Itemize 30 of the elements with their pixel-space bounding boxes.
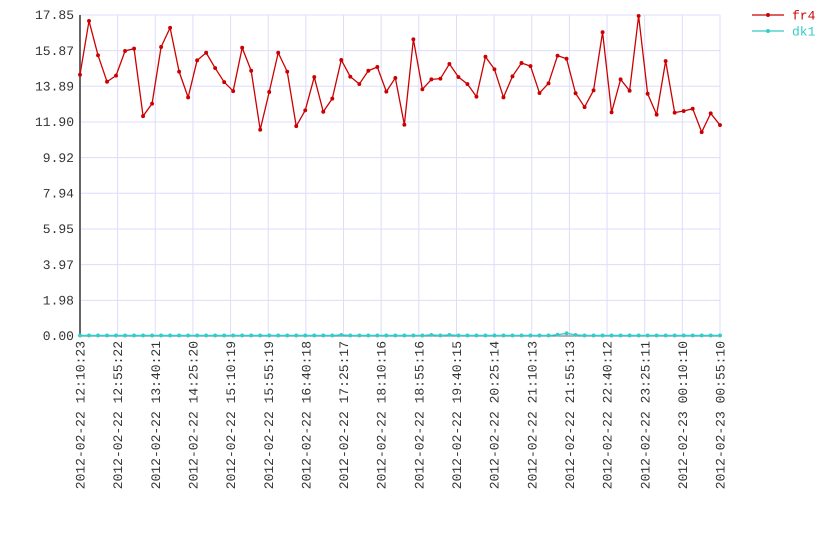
- y-tick-label: 17.85: [34, 8, 74, 24]
- x-tick-label: 2012-02-22 13:40:21: [148, 340, 164, 490]
- y-tick-label: 7.94: [42, 186, 74, 202]
- x-tick-label: 2012-02-22 12:55:22: [111, 341, 126, 490]
- x-tick-label: 2012-02-22 22:40:12: [600, 341, 616, 490]
- y-tick-label: 9.92: [42, 150, 74, 166]
- x-tick-label: 2012-02-22 18:10:16: [374, 341, 390, 490]
- legend-label: fr4: [792, 8, 816, 24]
- x-tick-label: 2012-02-22 21:55:13: [562, 341, 578, 490]
- x-tick-label: 2012-02-22 21:10:13: [525, 341, 540, 490]
- x-tick-label: 2012-02-22 19:40:15: [450, 341, 466, 490]
- y-tick-label: 5.95: [42, 222, 74, 238]
- x-tick-label: 2012-02-22 16:40:18: [299, 341, 314, 490]
- y-tick-label: 13.89: [34, 79, 74, 94]
- x-tick-label: 2012-02-22 20:25:14: [488, 340, 503, 490]
- y-tick-label: 15.87: [34, 44, 74, 59]
- x-tick-label: 2012-02-22 15:55:19: [262, 341, 277, 490]
- x-tick-label: 2012-02-22 15:10:19: [224, 341, 240, 490]
- x-tick-label: 2012-02-22 12:10:23: [74, 341, 89, 490]
- x-tick-label: 2012-02-23 00:10:10: [676, 341, 691, 490]
- x-tick-label: 2012-02-22 14:25:20: [186, 341, 202, 490]
- x-tick-label: 2012-02-23 00:55:10: [714, 341, 729, 490]
- x-tick-label: 2012-02-22 17:25:17: [337, 341, 352, 490]
- x-tick-label: 2012-02-22 18:55:16: [412, 341, 428, 490]
- y-tick-label: 3.97: [42, 258, 74, 273]
- x-tick-label: 2012-02-22 23:25:11: [638, 340, 654, 490]
- y-tick-label: 0.00: [42, 329, 74, 344]
- y-tick-label: 1.98: [42, 294, 74, 309]
- legend-label: dk1: [792, 24, 816, 40]
- y-tick-label: 11.90: [34, 115, 74, 130]
